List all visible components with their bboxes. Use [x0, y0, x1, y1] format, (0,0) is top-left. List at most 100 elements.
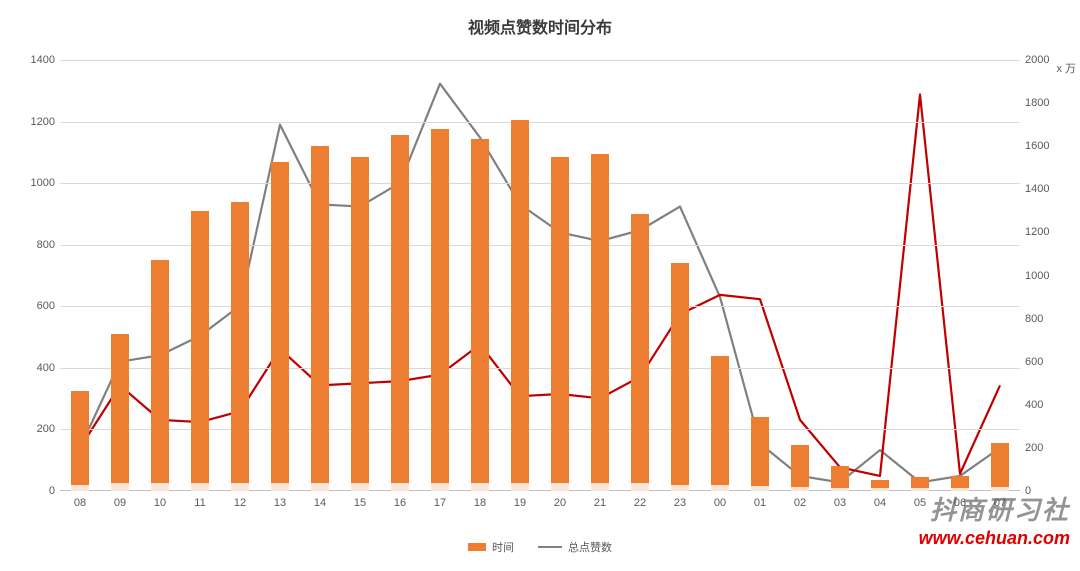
- y2-tick-label: 2000: [1025, 54, 1060, 66]
- bar-under: [911, 488, 929, 491]
- x-tick-label: 02: [794, 497, 806, 509]
- x-tick-label: 07: [994, 497, 1006, 509]
- y2-tick-label: 1600: [1025, 140, 1060, 152]
- bar-under: [551, 483, 569, 491]
- bar: [631, 214, 649, 491]
- bar-under: [231, 483, 249, 491]
- bar: [111, 334, 129, 491]
- bar-under: [951, 488, 969, 491]
- grid-line: [60, 60, 1020, 61]
- x-tick-label: 17: [434, 497, 446, 509]
- legend: 时间 总点赞数: [0, 539, 1080, 555]
- legend-swatch: [538, 546, 562, 548]
- bar-under: [631, 483, 649, 491]
- bar: [71, 391, 89, 491]
- bar: [351, 157, 369, 491]
- y2-tick-label: 1000: [1025, 270, 1060, 282]
- bar: [991, 443, 1009, 491]
- y1-tick-label: 0: [20, 485, 55, 497]
- bar-under: [271, 483, 289, 491]
- x-tick-label: 10: [154, 497, 166, 509]
- bar: [231, 202, 249, 491]
- x-tick-label: 16: [394, 497, 406, 509]
- line-series: [80, 94, 1000, 475]
- x-tick-label: 13: [274, 497, 286, 509]
- bar-under: [831, 488, 849, 491]
- y2-tick-label: 0: [1025, 485, 1060, 497]
- x-tick-label: 01: [754, 497, 766, 509]
- bar-under: [591, 483, 609, 491]
- bar-under: [431, 483, 449, 491]
- bar: [271, 162, 289, 491]
- line-series: [80, 84, 1000, 483]
- chart-container: 视频点赞数时间分布 x 万 02004006008001000120014000…: [0, 0, 1080, 571]
- bar: [671, 263, 689, 491]
- bar-under: [711, 485, 729, 491]
- bar: [471, 139, 489, 491]
- x-tick-label: 22: [634, 497, 646, 509]
- grid-line: [60, 122, 1020, 123]
- bar: [151, 260, 169, 491]
- legend-item: 总点赞数: [538, 539, 612, 555]
- legend-item: 时间: [468, 539, 514, 555]
- bar-under: [191, 483, 209, 491]
- grid-line: [60, 183, 1020, 184]
- x-tick-label: 05: [914, 497, 926, 509]
- x-tick-label: 20: [554, 497, 566, 509]
- bar-under: [311, 483, 329, 491]
- x-tick-label: 04: [874, 497, 886, 509]
- bar-under: [871, 488, 889, 491]
- y1-tick-label: 800: [20, 239, 55, 251]
- bar-under: [511, 483, 529, 491]
- bar-under: [71, 485, 89, 491]
- legend-label: 时间: [492, 539, 514, 555]
- y2-tick-label: 600: [1025, 356, 1060, 368]
- chart-title: 视频点赞数时间分布: [0, 14, 1080, 38]
- bar-under: [391, 483, 409, 491]
- bar-under: [471, 483, 489, 491]
- x-tick-label: 12: [234, 497, 246, 509]
- y1-tick-label: 1400: [20, 54, 55, 66]
- x-tick-label: 15: [354, 497, 366, 509]
- x-tick-label: 06: [954, 497, 966, 509]
- y2-tick-label: 1200: [1025, 226, 1060, 238]
- bar-under: [351, 483, 369, 491]
- bar: [311, 146, 329, 491]
- y2-tick-label: 200: [1025, 442, 1060, 454]
- bar-under: [111, 483, 129, 491]
- bar: [431, 129, 449, 491]
- legend-label: 总点赞数: [568, 539, 612, 555]
- x-tick-label: 19: [514, 497, 526, 509]
- x-tick-label: 14: [314, 497, 326, 509]
- y1-tick-label: 400: [20, 362, 55, 374]
- y1-tick-label: 1200: [20, 116, 55, 128]
- y2-tick-label: 1800: [1025, 97, 1060, 109]
- bar: [391, 135, 409, 491]
- y2-tick-label: 1400: [1025, 183, 1060, 195]
- bar: [791, 445, 809, 491]
- x-tick-label: 18: [474, 497, 486, 509]
- y2-tick-label: 800: [1025, 313, 1060, 325]
- x-tick-label: 03: [834, 497, 846, 509]
- x-tick-label: 11: [194, 497, 205, 509]
- bar: [511, 120, 529, 491]
- y1-tick-label: 600: [20, 300, 55, 312]
- plot-area: 0200400600800100012001400020040060080010…: [60, 60, 1020, 491]
- x-tick-label: 08: [74, 497, 86, 509]
- bar-under: [151, 483, 169, 491]
- bar: [711, 356, 729, 491]
- bar: [751, 417, 769, 491]
- x-tick-label: 21: [594, 497, 606, 509]
- x-tick-label: 23: [674, 497, 686, 509]
- y1-tick-label: 1000: [20, 177, 55, 189]
- y2-tick-label: 400: [1025, 399, 1060, 411]
- bar: [551, 157, 569, 491]
- bar-under: [751, 486, 769, 491]
- bar-under: [991, 487, 1009, 491]
- x-tick-label: 00: [714, 497, 726, 509]
- bar-under: [791, 487, 809, 491]
- bar: [191, 211, 209, 491]
- bar-under: [671, 485, 689, 491]
- bar: [591, 154, 609, 491]
- x-tick-label: 09: [114, 497, 126, 509]
